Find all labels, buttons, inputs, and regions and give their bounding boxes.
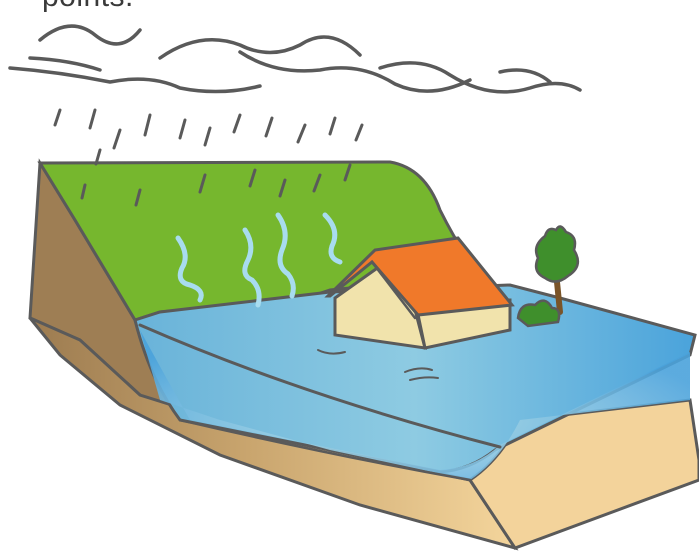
rain-icon	[53, 108, 364, 207]
tree-icon	[534, 225, 580, 315]
caption-text: points.	[42, 0, 134, 14]
ground-block	[28, 158, 699, 551]
steam-icon	[175, 212, 343, 308]
bush-icon	[516, 299, 561, 328]
storm-cloud-icon	[8, 24, 582, 94]
house-icon	[317, 236, 515, 381]
